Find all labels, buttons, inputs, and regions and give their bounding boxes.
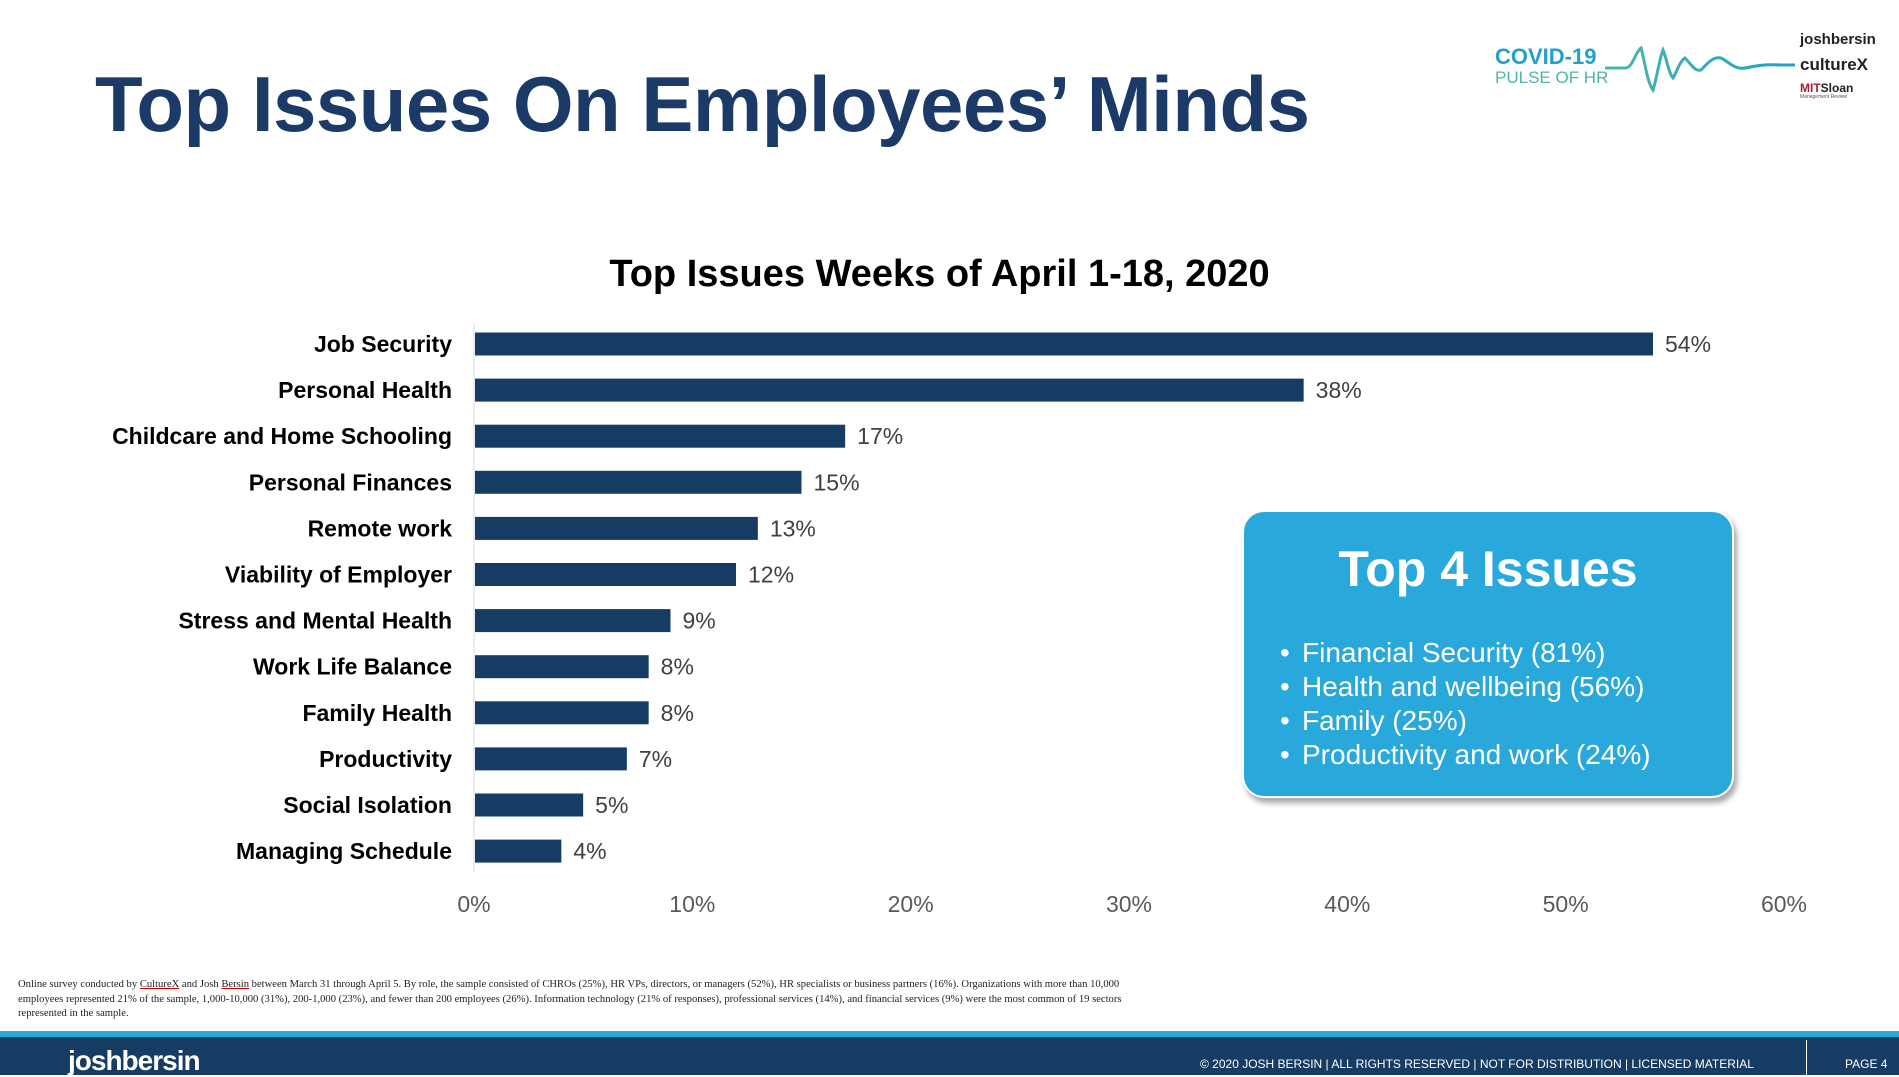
- joshbersin-logo: joshbersin: [1800, 31, 1876, 48]
- covid-pulse-logo: COVID-19 PULSE OF HR: [1495, 44, 1615, 87]
- data-label: 15%: [814, 469, 860, 495]
- survey-footnote: Online survey conducted by CultureX and …: [18, 978, 1128, 1022]
- bar: [475, 516, 758, 540]
- data-label: 9%: [683, 608, 716, 634]
- bullet-icon: •: [1280, 637, 1290, 668]
- bar: [475, 839, 562, 863]
- footnote-part-3: between March 31 through April 5. By rol…: [18, 979, 1122, 1019]
- callout-item-text: Health and wellbeing (56%): [1302, 671, 1645, 702]
- data-label: 4%: [573, 838, 606, 864]
- covid-logo-line2: PULSE OF HR: [1495, 68, 1609, 87]
- bar: [475, 747, 627, 771]
- x-tick-label: 50%: [1543, 891, 1589, 917]
- bar: [475, 424, 846, 448]
- bar: [475, 655, 649, 679]
- mit-logo-part: MIT: [1800, 81, 1821, 95]
- footnote-part-1: Online survey conducted by: [18, 979, 140, 990]
- culturex-logo: cultureX: [1800, 55, 1869, 74]
- bar: [475, 793, 584, 817]
- category-label: Childcare and Home Schooling: [112, 423, 452, 449]
- category-label: Job Security: [314, 331, 452, 357]
- category-label: Managing Schedule: [236, 838, 452, 864]
- callout-item: • Financial Security (81%): [1280, 636, 1651, 670]
- data-label: 13%: [770, 515, 816, 541]
- callout-title: Top 4 Issues: [1338, 541, 1638, 597]
- page-title: Top Issues On Employees’ Minds: [95, 60, 1310, 148]
- x-tick-label: 10%: [669, 891, 715, 917]
- mit-sloan-subtitle: Management Review: [1800, 94, 1847, 100]
- pulse-wave-icon: [1605, 45, 1795, 94]
- bar: [475, 563, 736, 586]
- x-tick-label: 30%: [1106, 891, 1152, 917]
- category-label: Family Health: [302, 700, 452, 726]
- x-tick-label: 40%: [1324, 891, 1370, 917]
- callout-item: • Family (25%): [1280, 704, 1651, 738]
- bar: [475, 701, 649, 725]
- category-label: Remote work: [308, 515, 453, 541]
- page-number: PAGE 4: [1845, 1057, 1888, 1071]
- footer-bar: [0, 1037, 1899, 1075]
- footer-divider: [1806, 1040, 1807, 1075]
- category-label: Stress and Mental Health: [178, 608, 452, 634]
- category-label: Work Life Balance: [253, 654, 452, 680]
- sloan-logo-part: Sloan: [1820, 81, 1854, 95]
- bar: [475, 609, 671, 633]
- data-label: 8%: [661, 700, 694, 726]
- callout-item: • Health and wellbeing (56%): [1280, 670, 1651, 704]
- callout-item-text: Productivity and work (24%): [1302, 739, 1651, 770]
- data-label: 17%: [857, 423, 903, 449]
- category-label: Personal Finances: [249, 469, 452, 495]
- callout-item: • Productivity and work (24%): [1280, 738, 1651, 772]
- partner-logos: joshbersin cultureX MITSloan Management …: [1800, 32, 1895, 100]
- category-label: Social Isolation: [283, 792, 452, 818]
- x-tick-label: 0%: [457, 891, 490, 917]
- covid-logo-line1: COVID-19: [1495, 44, 1597, 69]
- footer-copyright: © 2020 JOSH BERSIN | ALL RIGHTS RESERVED…: [1200, 1057, 1754, 1071]
- data-label: 5%: [595, 792, 628, 818]
- bullet-icon: •: [1280, 739, 1290, 770]
- x-tick-label: 20%: [888, 891, 934, 917]
- data-label: 12%: [748, 562, 794, 588]
- data-label: 54%: [1665, 331, 1711, 357]
- category-label: Viability of Employer: [225, 562, 452, 588]
- footnote-bersin: Bersin: [221, 979, 250, 990]
- bar-chart: Job Security 54% Personal Health 38% Childca…: [112, 324, 1807, 917]
- callout-item-text: Financial Security (81%): [1302, 637, 1606, 668]
- bar: [475, 470, 802, 494]
- category-label: Productivity: [319, 746, 452, 772]
- bar: [475, 378, 1304, 402]
- footnote-culturex: CultureX: [139, 979, 180, 990]
- bullet-icon: •: [1280, 705, 1290, 736]
- bar: [475, 332, 1653, 356]
- callout-list: • Financial Security (81%) • Health and we…: [1280, 636, 1651, 772]
- footer-accent-stripe: [0, 1031, 1899, 1037]
- callout-item-text: Family (25%): [1302, 705, 1467, 736]
- top-issues-callout: Top 4 Issues • Financial Security (81%) •…: [1242, 510, 1734, 798]
- chart-title: Top Issues Weeks of April 1-18, 2020: [609, 253, 1270, 295]
- mit-sloan-logo: MITSloan: [1800, 82, 1895, 94]
- data-label: 8%: [661, 654, 694, 680]
- data-label: 38%: [1316, 377, 1362, 403]
- footnote-part-2: and Josh: [179, 979, 222, 990]
- category-label: Personal Health: [278, 377, 452, 403]
- bullet-icon: •: [1280, 671, 1290, 702]
- x-tick-label: 60%: [1761, 891, 1807, 917]
- data-label: 7%: [639, 746, 672, 772]
- footer-logo: joshbersin: [68, 1045, 201, 1076]
